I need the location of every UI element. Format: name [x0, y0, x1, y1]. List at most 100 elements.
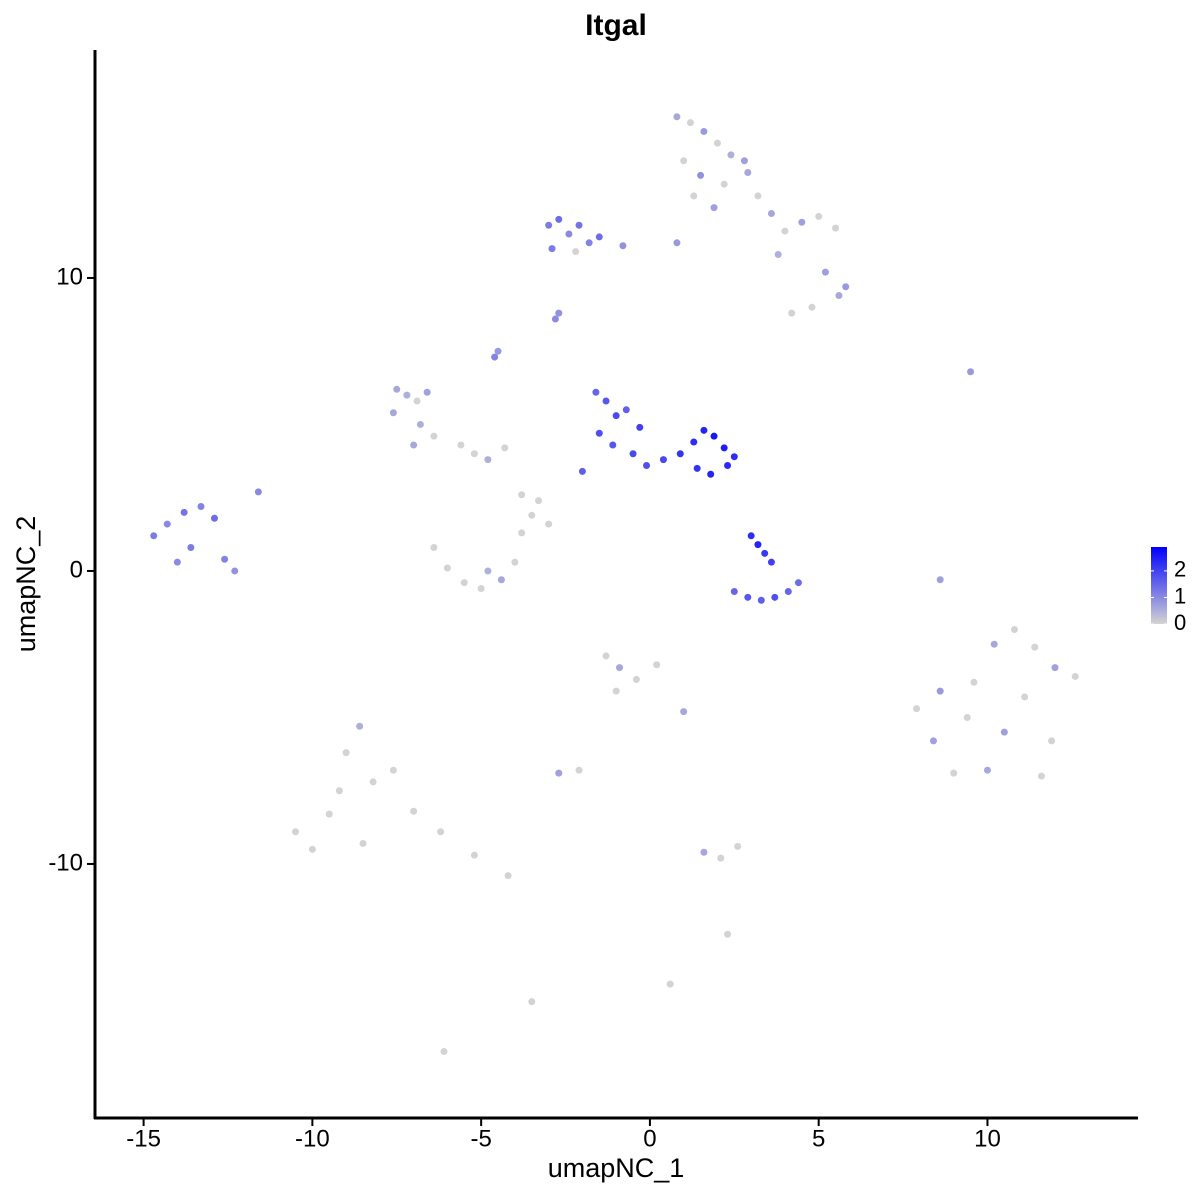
point [673, 113, 681, 121]
point [740, 157, 748, 165]
point [470, 851, 478, 859]
point [734, 842, 742, 850]
point [551, 315, 559, 323]
point [744, 593, 752, 601]
point [963, 713, 971, 721]
point [730, 587, 738, 595]
point [680, 708, 688, 716]
y-tick-label: 0 [70, 556, 83, 583]
point [1037, 772, 1045, 780]
point [221, 555, 229, 563]
point [771, 593, 779, 601]
point [578, 467, 586, 475]
point [511, 558, 519, 566]
point [555, 215, 563, 223]
point [680, 157, 688, 165]
point [659, 456, 667, 464]
point [693, 464, 701, 472]
point [643, 461, 651, 469]
point [835, 292, 843, 300]
point [595, 233, 603, 241]
point [724, 930, 732, 938]
point [416, 420, 424, 428]
point [572, 248, 580, 256]
point [690, 192, 698, 200]
point [410, 807, 418, 815]
y-tick-label: -10 [48, 849, 83, 876]
point [913, 705, 921, 713]
colorbar-tick-label: 1 [1174, 583, 1186, 608]
point [430, 432, 438, 440]
point [713, 139, 721, 147]
point [484, 567, 492, 575]
point [410, 441, 418, 449]
point [727, 151, 735, 159]
point [673, 239, 681, 247]
point [1071, 672, 1079, 680]
point [794, 579, 802, 587]
x-tick-label: -5 [470, 1125, 491, 1152]
point [815, 212, 823, 220]
point [744, 168, 752, 176]
point [210, 514, 218, 522]
point [983, 766, 991, 774]
point [163, 520, 171, 528]
point [393, 385, 401, 393]
point [832, 224, 840, 232]
point [231, 567, 239, 575]
point [1021, 693, 1029, 701]
point [622, 406, 630, 414]
point [798, 218, 806, 226]
point [470, 450, 478, 458]
point [700, 127, 708, 135]
point [545, 520, 553, 528]
point [697, 171, 705, 179]
x-tick-label: -15 [126, 1125, 161, 1152]
point [477, 585, 485, 593]
point [291, 828, 299, 836]
point [612, 687, 620, 695]
point [389, 409, 397, 417]
point [335, 787, 343, 795]
point [1051, 664, 1059, 672]
colorbar-tick-label: 2 [1174, 557, 1186, 582]
point [616, 664, 624, 672]
point [666, 980, 674, 988]
point [575, 221, 583, 229]
point [821, 268, 829, 276]
point [585, 239, 593, 247]
y-tick-label: 10 [56, 263, 83, 290]
point [1000, 728, 1008, 736]
point [342, 749, 350, 757]
x-tick-label: -10 [295, 1125, 330, 1152]
point [457, 441, 465, 449]
x-tick-label: 0 [643, 1125, 656, 1152]
point [484, 456, 492, 464]
point [602, 652, 610, 660]
point [491, 353, 499, 361]
point [710, 432, 718, 440]
point [686, 119, 694, 127]
point [437, 828, 445, 836]
point [690, 438, 698, 446]
point [808, 303, 816, 311]
point [842, 283, 850, 291]
point [440, 1047, 448, 1055]
point [784, 587, 792, 595]
point [518, 491, 526, 499]
point [761, 549, 769, 557]
point [501, 444, 509, 452]
point [767, 558, 775, 566]
point [359, 839, 367, 847]
point [990, 640, 998, 648]
point [967, 368, 975, 376]
point [754, 192, 762, 200]
point [612, 412, 620, 420]
point [936, 687, 944, 695]
point [187, 544, 195, 552]
point [602, 397, 610, 405]
point [700, 848, 708, 856]
point [707, 470, 715, 478]
point [403, 391, 411, 399]
